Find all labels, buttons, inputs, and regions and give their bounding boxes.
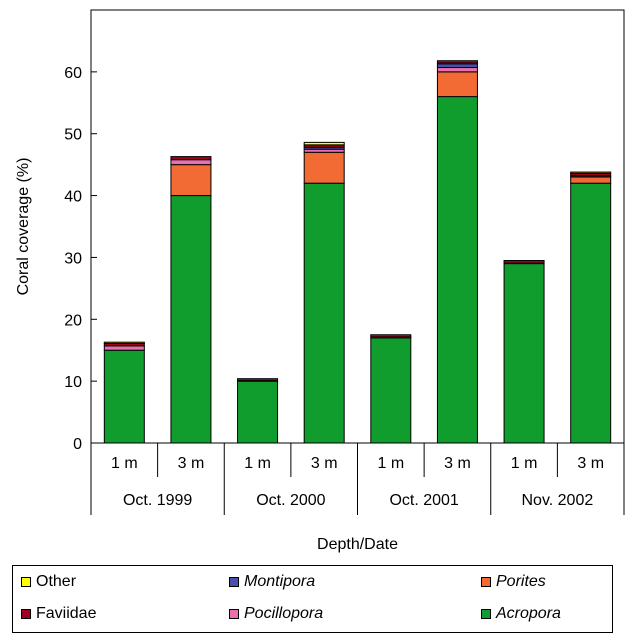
bar-segment-acropora bbox=[303, 182, 345, 444]
legend-label: Acropora bbox=[496, 605, 561, 622]
bar-segment-acropora bbox=[570, 182, 612, 444]
bar-segment-montipora bbox=[436, 63, 478, 69]
legend-item-faviidae: Faviidae bbox=[21, 606, 96, 622]
legend-swatch bbox=[21, 609, 31, 619]
legend-item-montipora: Montipora bbox=[229, 574, 315, 590]
legend-swatch bbox=[481, 609, 491, 619]
y-axis-label: Coral coverage (%) bbox=[15, 158, 32, 296]
legend-label: Faviidae bbox=[36, 605, 97, 622]
bar-segment-pocillopora bbox=[436, 67, 478, 73]
x-tick-label: 3 m bbox=[311, 455, 338, 472]
bar-segment-porites bbox=[436, 71, 478, 98]
legend-swatch bbox=[229, 577, 239, 587]
bar-segment-porites bbox=[570, 176, 612, 184]
bar-segment-other bbox=[503, 260, 545, 263]
y-tick-label: 50 bbox=[64, 127, 82, 144]
bar-segment-acropora bbox=[370, 337, 412, 444]
bar-segment-other bbox=[436, 60, 478, 63]
group-label: Nov. 2002 bbox=[522, 492, 594, 509]
x-tick-label: 3 m bbox=[178, 455, 205, 472]
legend-swatch bbox=[21, 577, 31, 587]
x-tick-label: 1 m bbox=[111, 455, 138, 472]
bar-segment-pocillopora bbox=[103, 345, 145, 351]
y-tick-label: 20 bbox=[64, 312, 82, 329]
legend-item-porites: Porites bbox=[481, 574, 546, 590]
legend-swatch bbox=[481, 577, 491, 587]
x-tick-label: 1 m bbox=[377, 455, 404, 472]
bar-segment-other bbox=[370, 334, 412, 337]
bar-segment-pocillopora bbox=[170, 159, 212, 166]
bar-segment-acropora bbox=[503, 263, 545, 444]
group-label: Oct. 2001 bbox=[389, 492, 458, 509]
legend-label: Porites bbox=[496, 573, 546, 590]
y-tick-label: 0 bbox=[73, 436, 82, 453]
y-tick-label: 10 bbox=[64, 374, 82, 391]
legend-swatch bbox=[229, 609, 239, 619]
y-tick-label: 30 bbox=[64, 250, 82, 267]
bar-segment-acropora bbox=[237, 380, 279, 444]
legend-label: Montipora bbox=[244, 573, 316, 590]
y-tick-label: 60 bbox=[64, 65, 82, 82]
bar-segment-other bbox=[237, 378, 279, 381]
legend-label: Pocillopora bbox=[244, 605, 324, 622]
bar-segment-porites bbox=[303, 151, 345, 184]
legend-label: Other bbox=[36, 573, 77, 590]
coral-coverage-chart: 0 10 20 30 40 50 60 Coral coverage (%) 1 m 3 m 1 m… bbox=[15, 9, 625, 553]
bar-segment-faviidae bbox=[170, 156, 212, 161]
bar-segment-acropora bbox=[170, 195, 212, 444]
legend: Other Montipora Porites Faviidae Pocillopora… bbox=[12, 565, 613, 633]
bar-segment-porites bbox=[170, 164, 212, 197]
group-label: Oct. 1999 bbox=[123, 492, 192, 509]
legend-item-other: Other bbox=[21, 574, 76, 590]
x-tick-label: 1 m bbox=[244, 455, 271, 472]
x-tick-label: 3 m bbox=[577, 455, 604, 472]
group-label: Oct. 2000 bbox=[256, 492, 325, 509]
bar-segment-acropora bbox=[436, 96, 478, 444]
x-tick-label: 3 m bbox=[444, 455, 471, 472]
y-tick-label: 40 bbox=[64, 189, 82, 206]
bar-segment-acropora bbox=[103, 349, 145, 444]
legend-item-pocillopora: Pocillopora bbox=[229, 606, 323, 622]
bar-segment-other bbox=[570, 171, 612, 174]
bar-segment-other bbox=[303, 141, 345, 146]
x-axis-label: Depth/Date bbox=[317, 536, 398, 553]
x-tick-label: 1 m bbox=[511, 455, 538, 472]
legend-item-acropora: Acropora bbox=[481, 606, 561, 622]
bar-segment-other bbox=[103, 341, 145, 344]
